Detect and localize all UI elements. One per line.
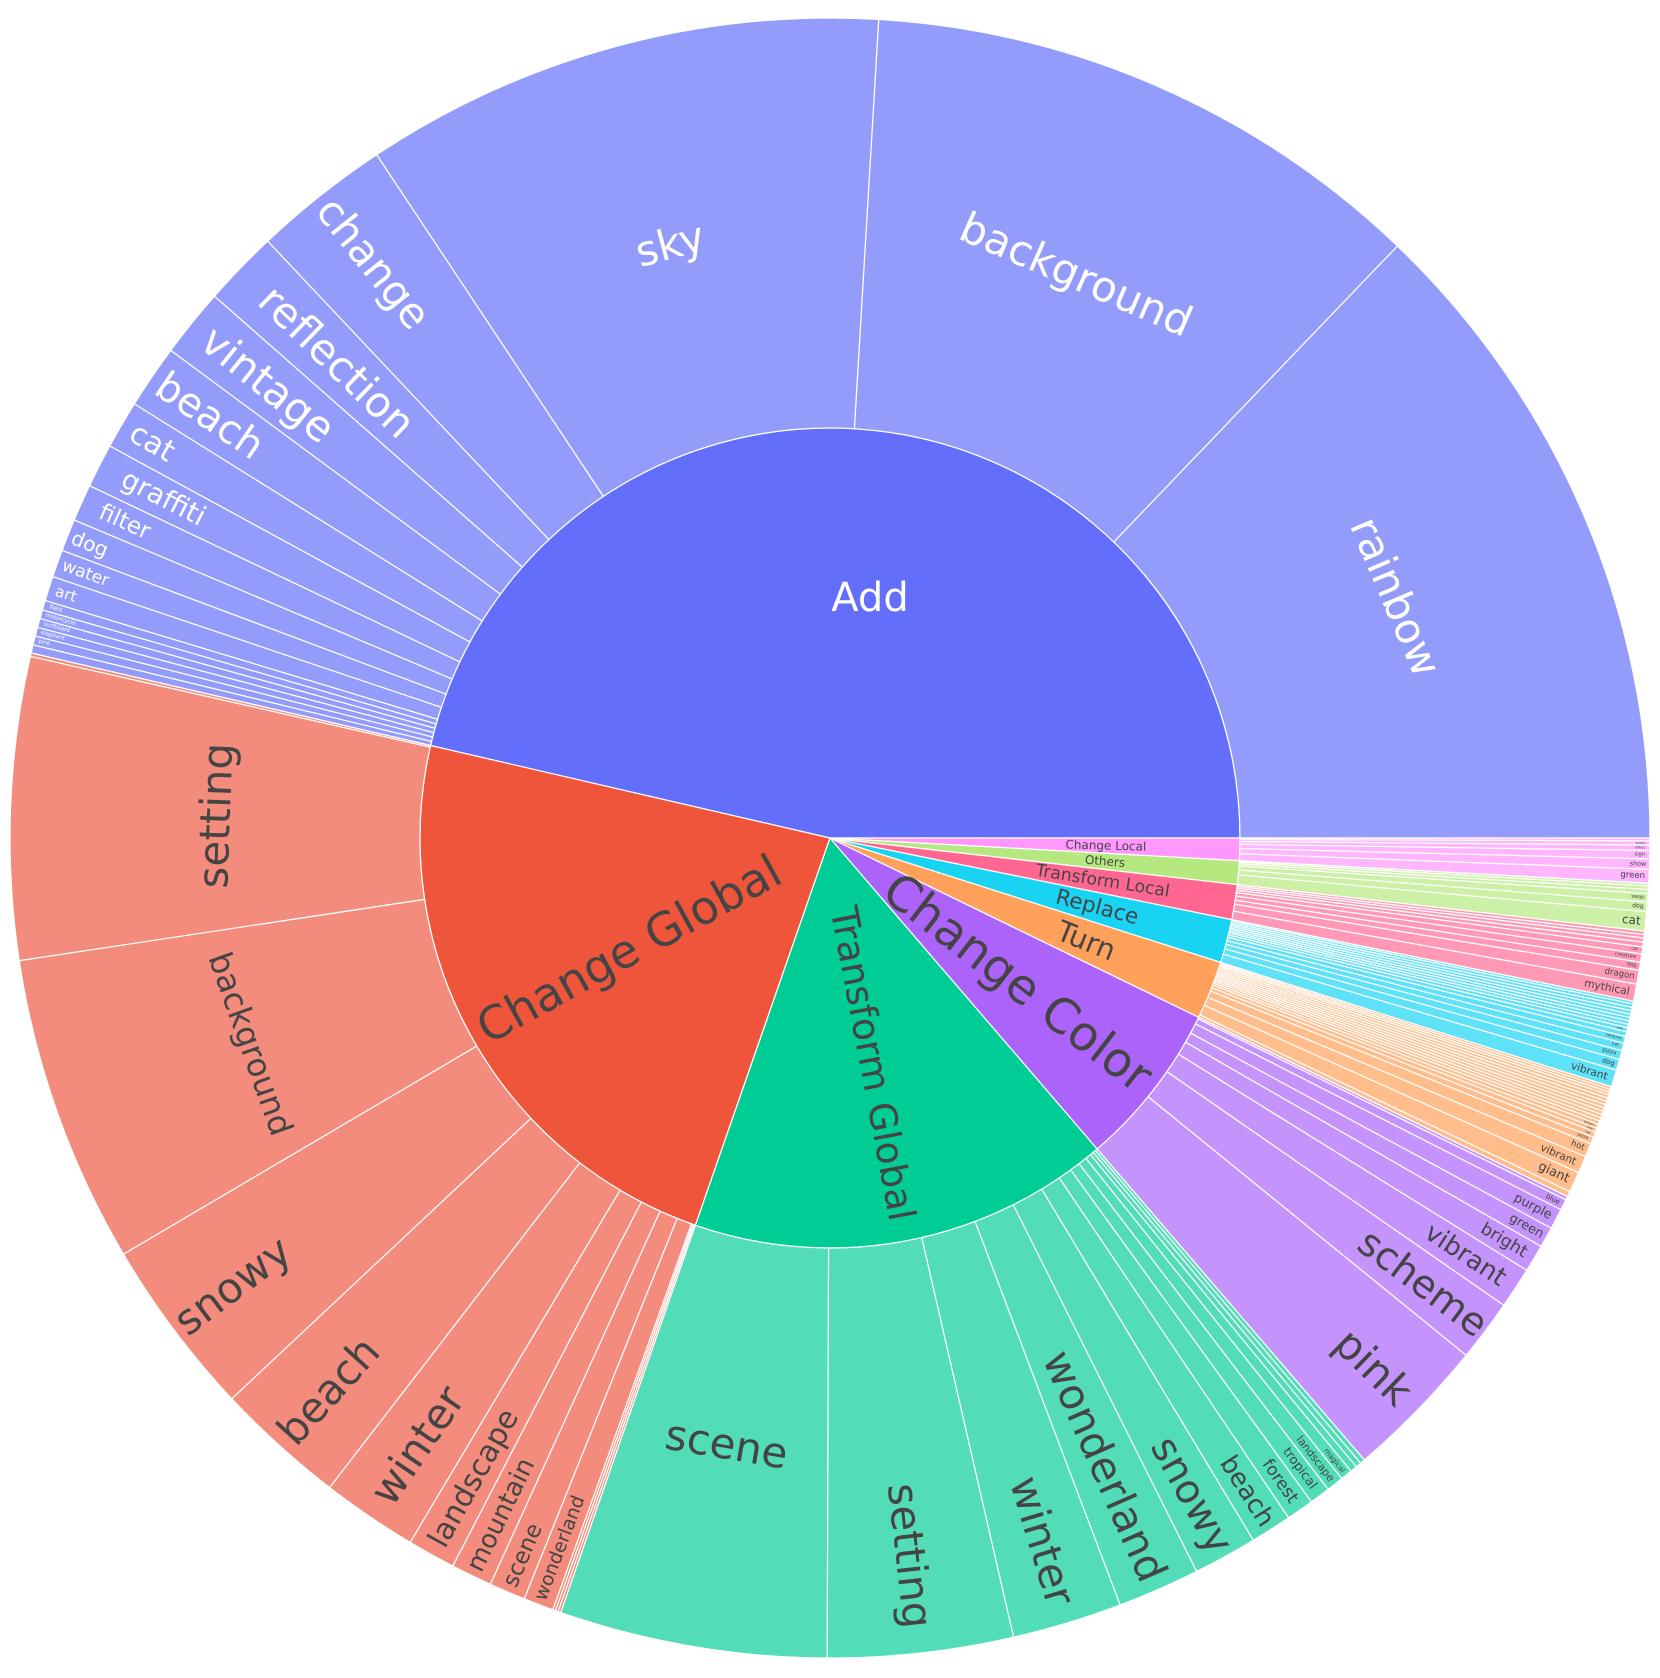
segment-label-change-local-bright: bright [1636,841,1646,845]
segment-label-add-art: art [53,582,79,606]
segment-label-add: Add [831,575,908,621]
segment-label-change-local-effect: effect [1635,846,1645,850]
segment-label-change-global-setting: setting [188,742,242,889]
segment-label-replace-pizza: pizza [1601,1047,1616,1057]
segment-label-others-dog: dog [1632,902,1644,910]
segment-label-turn-cat: cat [1585,1129,1592,1135]
segment-change-local-item-5 [1239,837,1651,842]
segment-label-change-local-green: green [1620,870,1645,881]
segment-label-transform-local-creature: creature [1614,951,1636,960]
segment-label-change-local-show: show [1630,859,1647,868]
segment-label-replace-remove: remove [1605,1032,1623,1042]
segment-label-transform-local-cat: cat [1631,945,1639,952]
segment-add-background [853,18,1399,543]
segment-label-replace-dog: dog [1601,1056,1616,1067]
segment-label-turn-dog: dog [1587,1125,1594,1131]
segment-label-replace-pink: pink [1616,1025,1623,1030]
segment-label-turn-pizza: pizza [1577,1131,1590,1141]
segment-label-transform-local-dog: dog [1626,961,1636,968]
segment-label-turn-dragon: dragon [1583,1119,1594,1127]
segment-label-change-local-sign: sign [1635,851,1646,857]
segment-label-others: Others [1084,853,1125,870]
segment-add-sky [375,17,880,498]
segment-label-others-swap: swap [1631,894,1645,901]
segment-label-change-local: Change Local [1065,837,1146,853]
segment-label-add-field: field [49,604,64,614]
segment-label-others-cat: cat [1621,912,1641,928]
segment-label-add-pink: pink [38,639,52,648]
segment-label-replace-cat: cat [1611,1041,1620,1049]
segment-add-rainbow [1112,245,1651,839]
